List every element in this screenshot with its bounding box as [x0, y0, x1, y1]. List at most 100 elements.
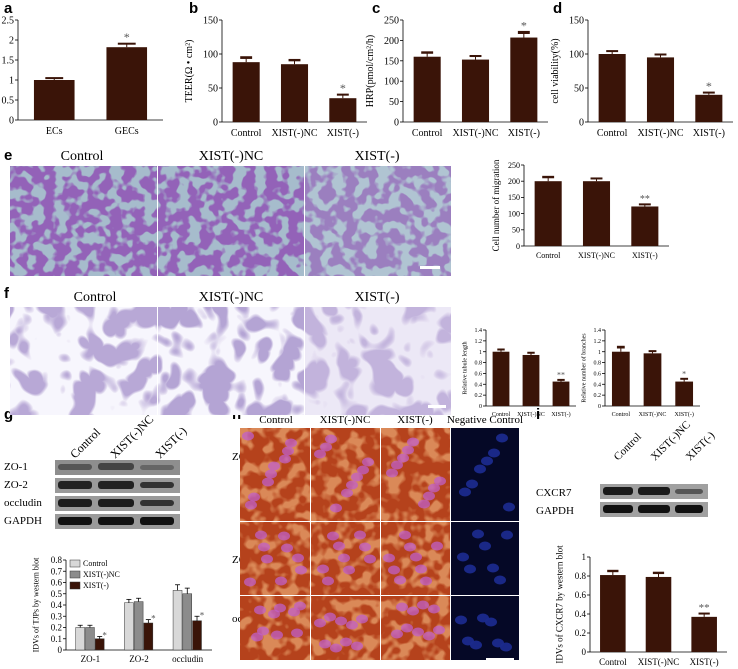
if-nucleus	[462, 636, 474, 646]
x-tick-label: Control	[536, 251, 561, 260]
tube-network	[305, 307, 451, 415]
x-tick-label: XIST(-)	[327, 128, 359, 139]
if-nucleus	[343, 565, 355, 575]
y-tick-label: 2	[9, 36, 14, 47]
tube-image-title: XIST(-)	[354, 290, 399, 305]
bar	[643, 353, 662, 406]
if-nucleus	[412, 627, 424, 637]
chart-e: 0 50 100 150 200 250 Cell number of migration C…	[491, 159, 669, 260]
y-tick-label: 50	[389, 97, 399, 108]
x-tick-label: occludin	[172, 654, 203, 664]
if-nucleus	[396, 602, 408, 612]
y-tick-label: 0	[582, 647, 587, 657]
y-tick-label: 1.2	[594, 339, 602, 345]
if-nucleus	[428, 604, 440, 614]
x-tick-label: XIST(-)	[693, 128, 725, 139]
chart-b: 0 50 100 150 TEER(Ω • cm²) Control XIST(-)NC * X…	[184, 16, 367, 139]
error-cap	[557, 378, 565, 381]
x-tick-label: ZO-1	[81, 654, 101, 664]
bar	[582, 181, 611, 246]
if-nucleus	[428, 483, 440, 493]
x-tick-label: Control	[412, 128, 443, 139]
tube-network	[158, 307, 304, 415]
y-tick-label: 50	[574, 84, 584, 95]
y-tick-label: 0	[579, 118, 584, 129]
if-nucleus	[346, 620, 358, 630]
blot-band	[58, 481, 92, 489]
error-cap	[702, 91, 715, 94]
if-grid	[240, 428, 519, 660]
if-nucleus	[472, 529, 484, 539]
x-tick-label: XIST(-)NC	[271, 128, 317, 139]
migration-image-title: XIST(-)	[354, 149, 399, 164]
if-nucleus	[501, 530, 513, 540]
y-tick-label: 0.4	[594, 382, 602, 388]
y-axis-label: HRP(pmol/cm²/h)	[365, 35, 376, 107]
error-cap	[590, 177, 603, 180]
y-tick-label: 0	[213, 118, 218, 129]
migration-stain	[305, 166, 451, 276]
x-tick-label: XIST(-)NC	[638, 657, 680, 667]
if-nucleus	[282, 446, 294, 456]
error-cap	[421, 51, 434, 54]
if-nucleus	[314, 618, 326, 628]
error-cap	[542, 175, 555, 179]
scale-bar	[428, 405, 446, 408]
if-nucleus	[433, 625, 445, 635]
if-nucleus	[386, 468, 398, 478]
significance-marker: *	[682, 369, 686, 378]
if-nucleus	[268, 461, 280, 471]
x-tick-label: XIST(-)NC	[578, 251, 615, 260]
if-nucleus	[265, 469, 277, 479]
if-nucleus	[248, 492, 260, 502]
if-nucleus	[338, 553, 350, 563]
blot-lane-label: Control	[67, 425, 103, 461]
blot-lane-label: Control	[612, 431, 644, 463]
x-tick-label: Control	[612, 412, 631, 418]
bar	[645, 576, 672, 652]
if-nucleus	[327, 531, 339, 541]
if-nucleus	[292, 553, 304, 563]
if-nucleus	[356, 614, 368, 624]
bar	[631, 206, 659, 246]
bar	[675, 381, 694, 406]
y-tick-label: 0.4	[575, 609, 587, 619]
y-tick-label: 1	[598, 350, 601, 356]
legend-label: XIST(-)NC	[83, 570, 120, 579]
if-nucleus	[357, 465, 369, 475]
x-tick-label: XIST(-)NC	[637, 128, 683, 139]
x-tick-label: XIST(-)NC	[517, 411, 545, 418]
if-nucleus	[391, 460, 403, 470]
bar	[124, 602, 134, 651]
blot-band	[603, 505, 633, 513]
if-nucleus	[281, 543, 293, 553]
x-tick-label: XIST(-)	[675, 411, 694, 418]
if-nucleus	[341, 488, 353, 498]
if-nucleus	[407, 437, 419, 447]
blot-band	[140, 482, 174, 488]
y-tick-label: 2.5	[2, 16, 15, 27]
if-nucleus	[274, 603, 286, 613]
significance-marker: *	[340, 81, 346, 95]
y-tick-label: 250	[508, 161, 520, 170]
error-cap	[616, 345, 625, 349]
if-nucleus	[324, 612, 336, 622]
if-nucleus	[418, 499, 430, 509]
if-nucleus	[496, 433, 508, 443]
x-tick-label: XIST(-)NC	[639, 411, 667, 418]
chart-d: 0 50 100 150 cell viability(%) Control XIST(-)…	[550, 16, 733, 139]
if-nucleus	[388, 565, 400, 575]
bar	[172, 590, 183, 651]
y-axis-label: IDVs of TJPs by western blot	[32, 557, 41, 653]
significance-marker: *	[124, 30, 130, 44]
significance-marker: *	[151, 614, 156, 624]
bar	[192, 620, 202, 651]
if-nucleus	[271, 630, 283, 640]
if-nucleus	[391, 629, 403, 639]
bar	[143, 622, 154, 651]
western-blot-tjps: Control XIST(-)NC XIST(-) ZO-1 ZO-2 occl…	[4, 412, 189, 529]
y-tick-label: 0.5	[51, 589, 63, 599]
if-nucleus	[335, 616, 347, 626]
if-nucleus	[340, 637, 352, 647]
error-cap	[680, 377, 689, 380]
